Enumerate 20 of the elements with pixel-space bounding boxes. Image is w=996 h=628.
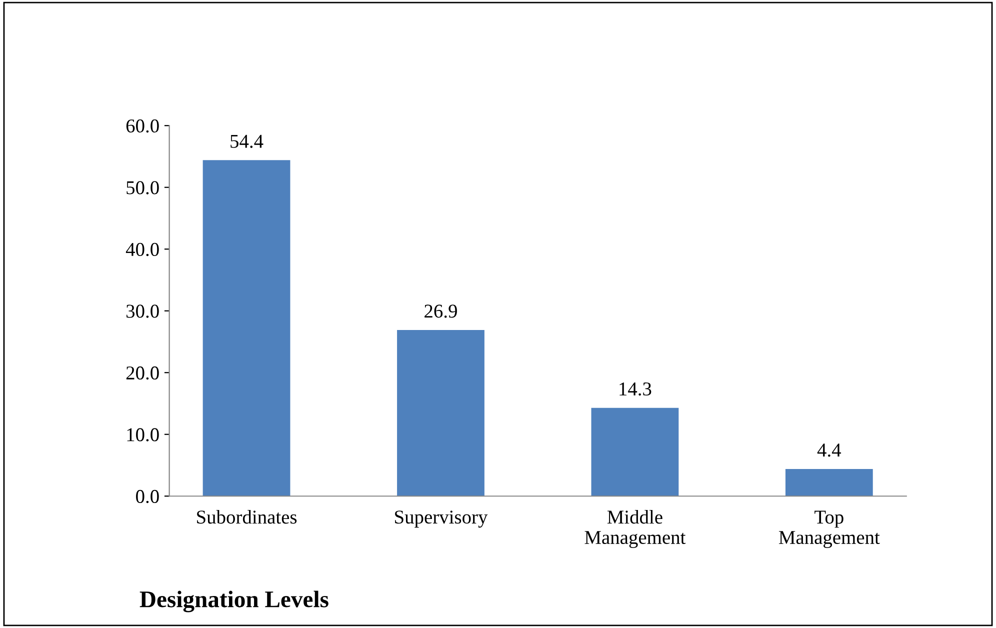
data-label: 14.3 <box>620 382 652 396</box>
x-tick-label: Top Management <box>778 510 880 548</box>
y-tick-label: 60.0 <box>126 119 159 133</box>
x-axis-title: Designation Levels <box>140 590 328 612</box>
bar <box>397 330 484 496</box>
x-tick-label: Subordinates <box>197 510 297 524</box>
x-tick-label: Supervisory <box>395 510 488 528</box>
y-tick-label: 10.0 <box>127 428 159 442</box>
y-tick-label: 30.0 <box>126 304 159 318</box>
bar <box>591 408 679 496</box>
y-tick-label: 20.0 <box>126 366 159 380</box>
data-label: 26.9 <box>424 304 457 318</box>
data-label: 4.4 <box>817 444 842 457</box>
bar <box>202 160 290 496</box>
y-tick-label: 50.0 <box>126 181 159 194</box>
x-tick-label: Middle Management <box>584 510 686 548</box>
data-label: 54.4 <box>230 134 264 148</box>
bar <box>785 468 873 496</box>
y-tick-label: 0.0 <box>136 490 159 504</box>
y-tick-label: 40.0 <box>126 242 159 256</box>
